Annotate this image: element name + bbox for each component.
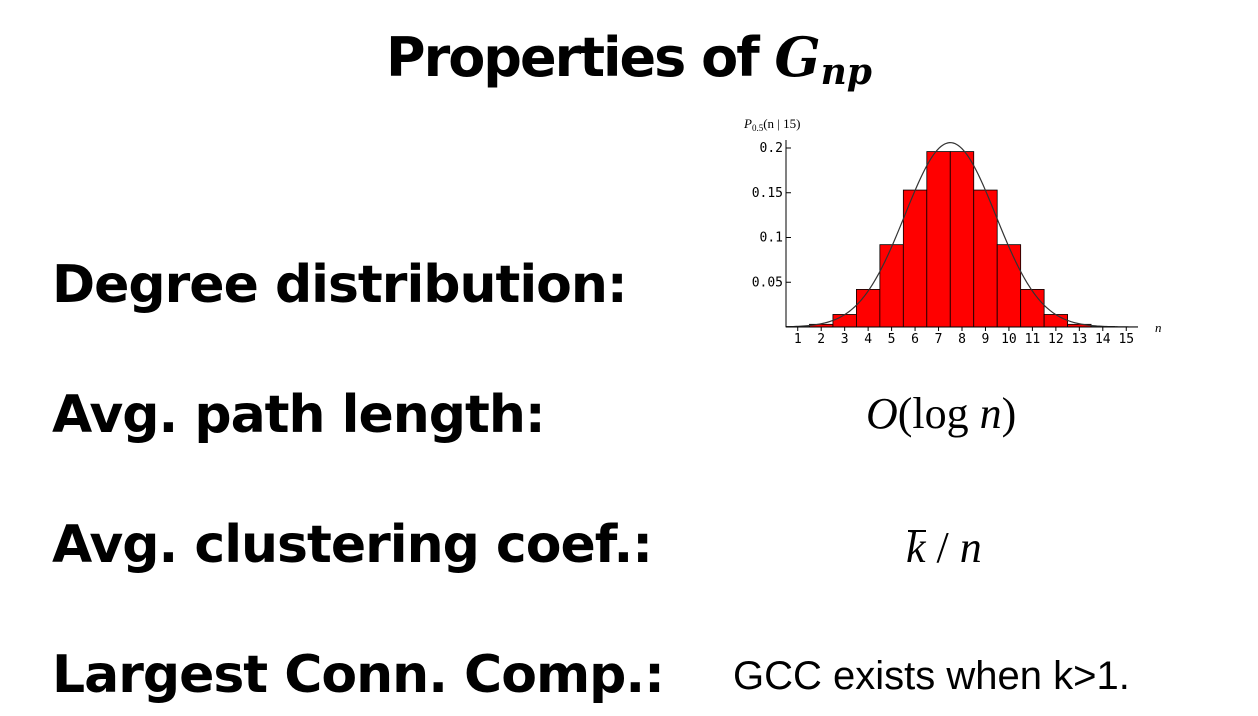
x-tick-label: 14: [1095, 332, 1111, 347]
x-axis-label: n: [1155, 320, 1162, 335]
y-tick-label: 0.2: [760, 141, 783, 156]
x-tick-label: 15: [1118, 332, 1134, 347]
normal-curve: [785, 142, 1138, 328]
title-symbol: Gnp: [774, 25, 872, 93]
avg-path-length-value: O(log n): [866, 386, 1016, 442]
bar-11: [1020, 289, 1045, 328]
bar-8: [949, 151, 975, 328]
degree-distribution-chart: P0.5(n | 15) 0.05 0.1 0.15 0.2 1 2 3 4 5 6 7 8 9 10 1…: [743, 116, 1162, 347]
x-tick-label: 11: [1025, 332, 1041, 347]
y-tick-label: 0.15: [752, 186, 783, 201]
bar-12: [1043, 314, 1068, 328]
x-tick-label: 6: [911, 332, 919, 347]
x-tick-label: 10: [1001, 332, 1017, 347]
x-tick-label: 3: [841, 332, 849, 347]
big-o: O: [866, 389, 898, 438]
log-close: ): [1001, 389, 1017, 438]
bars-layer: [785, 151, 1115, 328]
x-tick-label: 5: [888, 332, 896, 347]
avg-clustering-value: k / n: [906, 520, 982, 576]
x-tick-label: 9: [982, 332, 990, 347]
page-title: Properties of Gnp: [0, 22, 1258, 107]
slash: /: [925, 523, 960, 572]
y-tick-label: 0.05: [752, 275, 783, 290]
n-var: n: [979, 389, 1002, 438]
n-var: n: [959, 523, 982, 572]
x-tick-label: 7: [935, 332, 943, 347]
largest-conn-comp-label: Largest Conn. Comp.:: [52, 645, 665, 705]
bar-3: [832, 314, 857, 328]
title-subscript: np: [820, 51, 872, 93]
x-tick-label: 1: [794, 332, 802, 347]
largest-conn-comp-value: GCC exists when k>1.: [733, 654, 1130, 698]
bar-5: [879, 244, 904, 328]
y-tick-label: 0.1: [760, 231, 783, 246]
chart-title: P0.5(n | 15): [743, 116, 800, 133]
x-tick-label: 12: [1048, 332, 1064, 347]
bar-7: [926, 151, 951, 328]
x-ticks: 1 2 3 4 5 6 7 8 9 10 11 12 13 14 15: [794, 327, 1134, 347]
k-bar: k: [906, 520, 926, 576]
bar-4: [855, 289, 881, 328]
bar-10: [996, 244, 1022, 328]
avg-path-length-label: Avg. path length:: [52, 385, 546, 445]
title-text: Properties of: [386, 26, 775, 89]
x-tick-label: 13: [1072, 332, 1088, 347]
y-ticks: 0.05 0.1 0.15 0.2: [752, 141, 791, 290]
x-tick-label: 4: [864, 332, 872, 347]
avg-clustering-label: Avg. clustering coef.:: [52, 515, 653, 575]
x-tick-label: 2: [817, 332, 825, 347]
degree-distribution-label: Degree distribution:: [52, 255, 628, 315]
log-open: (log: [897, 389, 980, 438]
x-tick-label: 8: [958, 332, 966, 347]
